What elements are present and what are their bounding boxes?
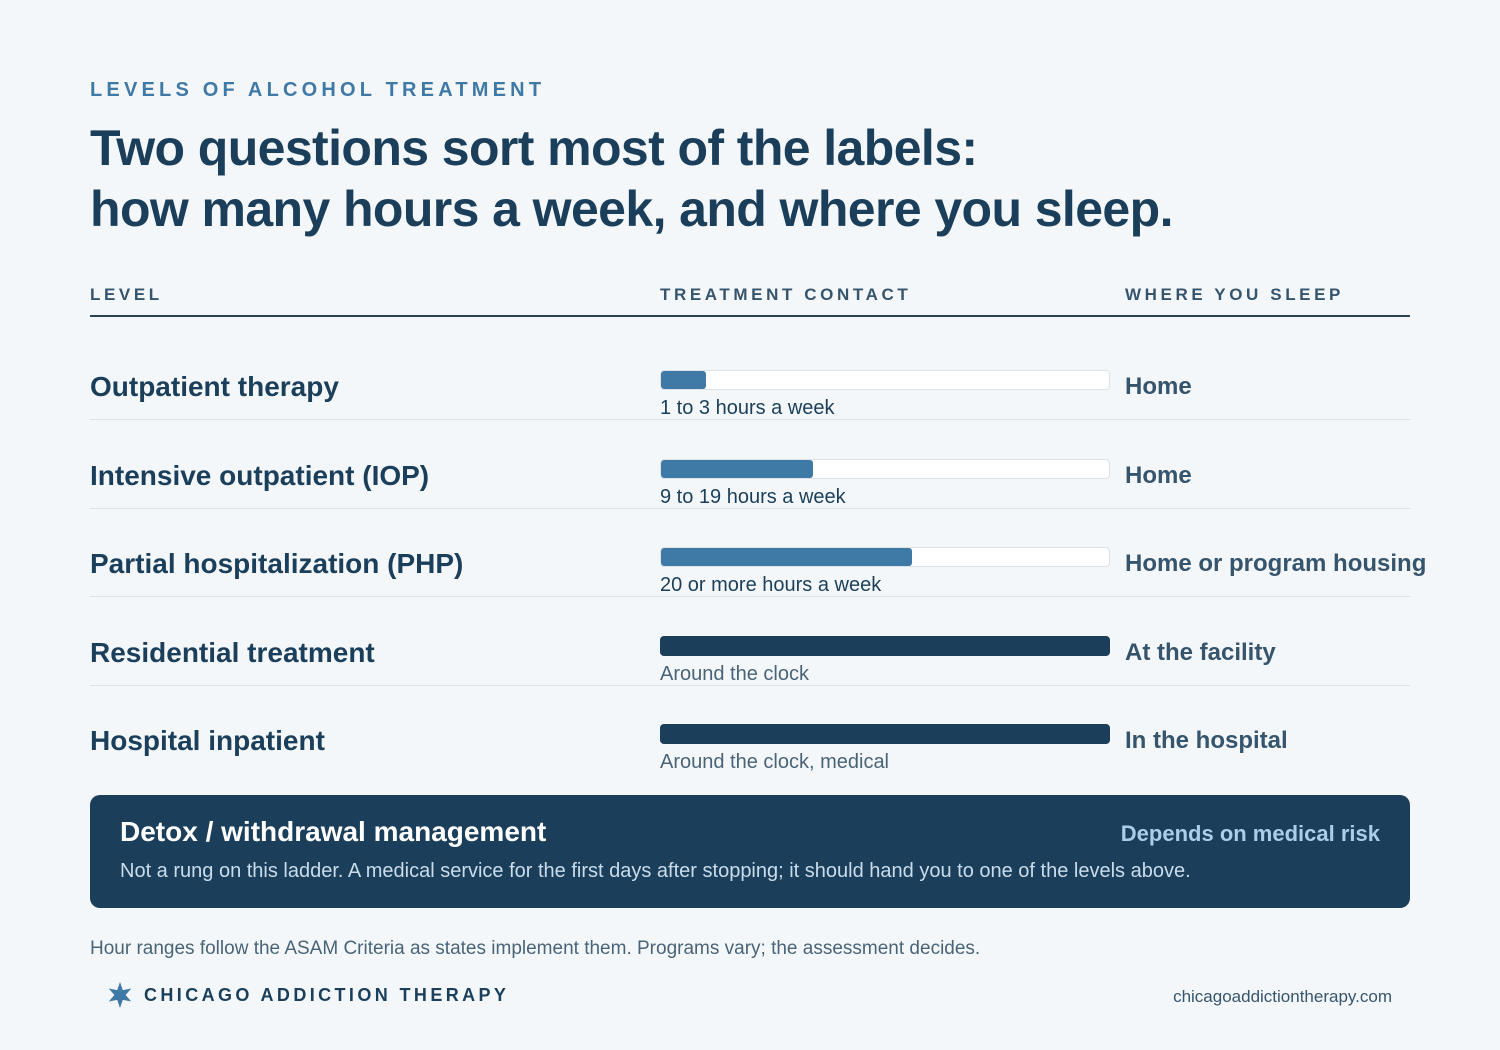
intensity-bar bbox=[660, 636, 1110, 656]
intensity-bar bbox=[660, 724, 1110, 744]
contact-text: 20 or more hours a week bbox=[660, 574, 882, 596]
brand: CHICAGO ADDICTION THERAPY bbox=[106, 981, 509, 1009]
level-name: Hospital inpatient bbox=[90, 725, 325, 756]
detox-risk: Depends on medical risk bbox=[1120, 821, 1380, 846]
table-row: Hospital inpatient Around the clock, med… bbox=[90, 686, 1410, 774]
contact-text: 9 to 19 hours a week bbox=[660, 486, 846, 508]
contact-text: 1 to 3 hours a week bbox=[660, 397, 835, 419]
column-header-contact: TREATMENT CONTACT bbox=[660, 285, 912, 304]
sleep-location: At the facility bbox=[1125, 639, 1276, 666]
contact-text: Around the clock, medical bbox=[660, 751, 890, 773]
sleep-location: Home bbox=[1125, 462, 1192, 489]
level-name: Outpatient therapy bbox=[90, 371, 339, 402]
header-rule bbox=[90, 315, 1410, 317]
intensity-fill bbox=[661, 725, 1109, 743]
intensity-fill bbox=[661, 371, 706, 389]
website-url[interactable]: chicagoaddictiontherapy.com bbox=[1173, 987, 1392, 1006]
table-row: Intensive outpatient (IOP) 9 to 19 hours… bbox=[90, 421, 1410, 509]
table-row: Partial hospitalization (PHP) 20 or more… bbox=[90, 509, 1426, 597]
level-name: Intensive outpatient (IOP) bbox=[90, 460, 430, 491]
table-row: Residential treatment Around the clock A… bbox=[90, 598, 1410, 686]
contact-text: Around the clock bbox=[660, 663, 809, 685]
level-name: Residential treatment bbox=[90, 637, 375, 668]
intensity-fill bbox=[661, 637, 1109, 655]
detox-description: Not a rung on this ladder. A medical ser… bbox=[120, 860, 1191, 882]
detox-title: Detox / withdrawal management bbox=[120, 816, 547, 847]
level-name: Partial hospitalization (PHP) bbox=[90, 548, 464, 579]
footnote: Hour ranges follow the ASAM Criteria as … bbox=[90, 938, 981, 959]
sleep-location: Home or program housing bbox=[1125, 550, 1427, 577]
brand-name: CHICAGO ADDICTION THERAPY bbox=[144, 984, 510, 1005]
page-title: Two questions sort most of the labels: h… bbox=[90, 118, 1173, 240]
intensity-bar bbox=[660, 370, 1110, 390]
column-header-sleep: WHERE YOU SLEEP bbox=[1125, 285, 1344, 304]
intensity-bar bbox=[660, 547, 1110, 567]
sleep-location: Home bbox=[1125, 373, 1192, 400]
intensity-fill bbox=[661, 548, 912, 566]
column-header-level: LEVEL bbox=[90, 285, 163, 304]
sleep-location: In the hospital bbox=[1125, 727, 1288, 754]
star-icon bbox=[108, 982, 132, 1008]
detox-panel: Detox / withdrawal management Depends on… bbox=[90, 795, 1410, 908]
intensity-bar bbox=[660, 459, 1110, 479]
eyebrow: LEVELS OF ALCOHOL TREATMENT bbox=[90, 79, 546, 101]
headline-line-2: how many hours a week, and where you sle… bbox=[90, 181, 1173, 237]
intensity-fill bbox=[661, 460, 814, 478]
table-row: Outpatient therapy 1 to 3 hours a week H… bbox=[90, 332, 1410, 420]
headline-line-1: Two questions sort most of the labels: bbox=[90, 120, 978, 176]
